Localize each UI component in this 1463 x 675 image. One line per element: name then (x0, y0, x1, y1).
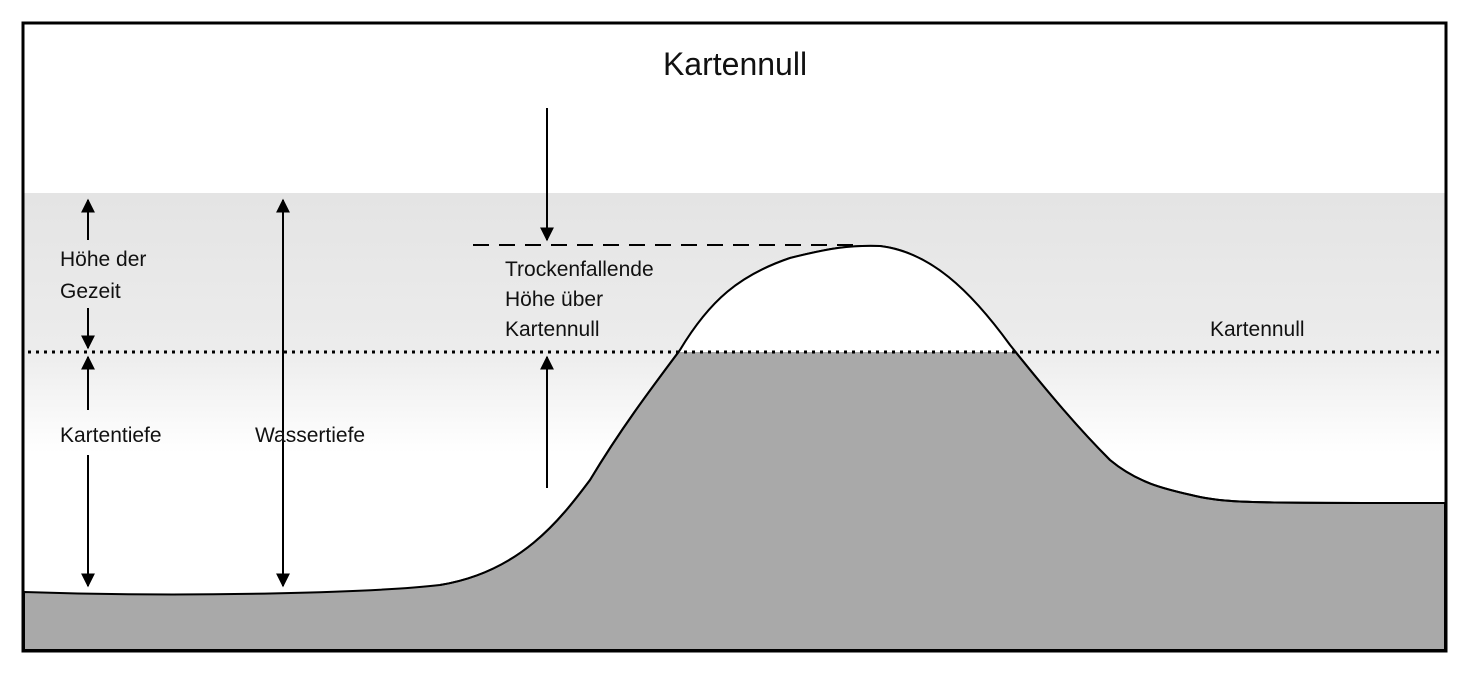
arrows (81, 108, 554, 588)
label: Trockenfallende (505, 258, 654, 281)
label: Höhe der (60, 248, 146, 271)
frame (21, 21, 1448, 653)
label: Kartennull (1210, 318, 1305, 341)
label: Wassertiefe (255, 424, 365, 447)
title: Kartennull (663, 46, 807, 82)
label: Gezeit (60, 280, 121, 303)
label: Höhe über (505, 288, 603, 311)
label: Kartentiefe (60, 424, 162, 447)
label: Kartennull (505, 318, 600, 341)
